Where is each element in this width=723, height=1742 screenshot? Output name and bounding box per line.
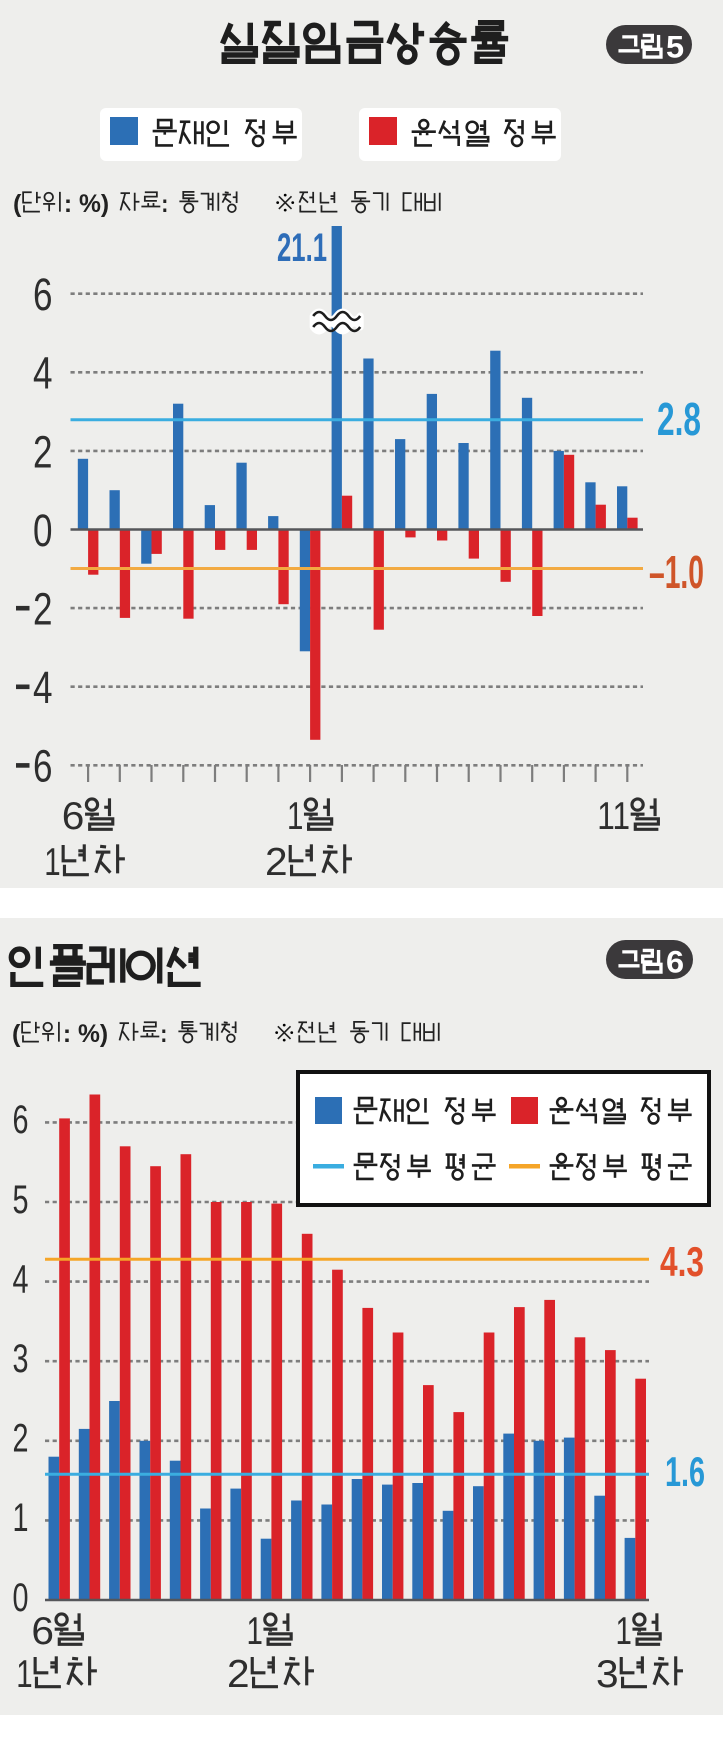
svg-text:–1.0: –1.0 bbox=[649, 546, 704, 598]
svg-text:4: 4 bbox=[13, 1257, 29, 1301]
svg-text:(: ( bbox=[13, 190, 22, 218]
svg-text:6: 6 bbox=[33, 741, 53, 792]
svg-text:1: 1 bbox=[44, 841, 60, 884]
svg-text:3: 3 bbox=[13, 1337, 29, 1381]
svg-text:1: 1 bbox=[16, 1653, 32, 1696]
svg-text:2.8: 2.8 bbox=[657, 393, 701, 445]
svg-text:(: ( bbox=[12, 1020, 21, 1048]
svg-text:2: 2 bbox=[33, 426, 53, 477]
svg-text:5: 5 bbox=[13, 1178, 29, 1222]
svg-text:: %): : %) bbox=[64, 190, 109, 218]
svg-text:2: 2 bbox=[227, 1653, 250, 1696]
svg-text:6: 6 bbox=[31, 1610, 54, 1653]
svg-text:0: 0 bbox=[13, 1576, 29, 1620]
svg-text:: %): : %) bbox=[63, 1020, 108, 1048]
svg-text::: : bbox=[160, 1020, 167, 1048]
svg-text:1: 1 bbox=[287, 795, 303, 838]
svg-text:3: 3 bbox=[596, 1653, 619, 1696]
svg-text:5: 5 bbox=[666, 29, 684, 64]
svg-text:1: 1 bbox=[247, 1610, 263, 1653]
svg-text:1: 1 bbox=[616, 1610, 632, 1653]
svg-text:2: 2 bbox=[265, 841, 288, 884]
svg-text:11: 11 bbox=[597, 795, 630, 838]
svg-text::: : bbox=[161, 190, 168, 218]
svg-text:4: 4 bbox=[33, 662, 53, 713]
svg-text:6: 6 bbox=[13, 1098, 29, 1142]
svg-text:2: 2 bbox=[33, 584, 53, 635]
svg-text:4: 4 bbox=[33, 348, 53, 399]
svg-text:2: 2 bbox=[13, 1417, 29, 1461]
svg-text:1.6: 1.6 bbox=[665, 1448, 705, 1495]
svg-text:1: 1 bbox=[13, 1496, 29, 1540]
svg-text:6: 6 bbox=[666, 944, 684, 979]
svg-text:4.3: 4.3 bbox=[660, 1238, 704, 1285]
svg-text:6: 6 bbox=[62, 795, 85, 838]
svg-text:6: 6 bbox=[33, 269, 53, 320]
svg-text:21.1: 21.1 bbox=[277, 226, 327, 270]
svg-text:0: 0 bbox=[33, 505, 53, 556]
